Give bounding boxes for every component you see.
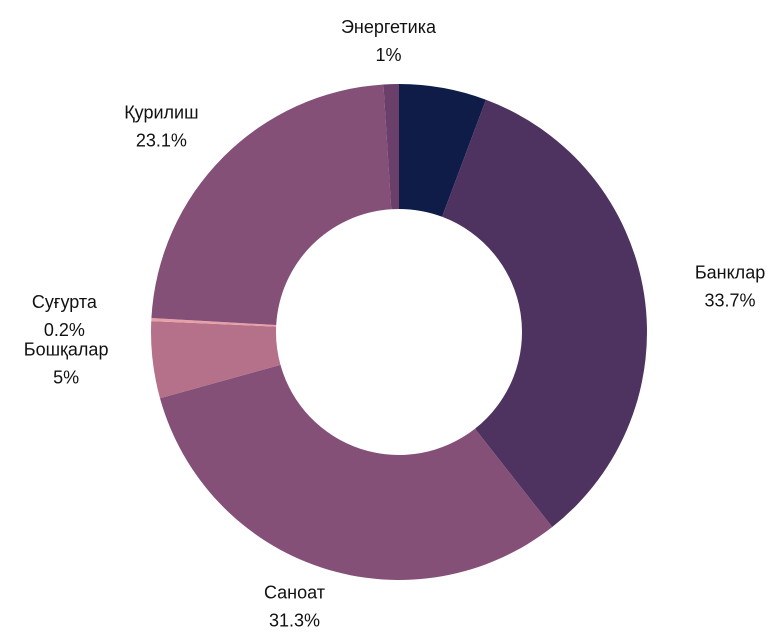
- slice-value: 33.7%: [705, 290, 756, 310]
- slice: [442, 99, 647, 527]
- slice-label: Қурилиш: [124, 102, 198, 122]
- slice-label: Банклар: [695, 262, 765, 282]
- slice-value: 5%: [53, 367, 79, 387]
- slice-value: 31.3%: [269, 610, 320, 630]
- slice-value: 0.2%: [44, 320, 85, 340]
- slice: [151, 84, 392, 326]
- slice-label: Саноат: [264, 582, 325, 602]
- slice-label: Энергетика: [341, 17, 437, 37]
- slice-label: Суғурта: [32, 292, 98, 312]
- slice: [399, 84, 486, 217]
- slice: [159, 364, 553, 580]
- slice: [151, 321, 281, 399]
- slice: [151, 317, 277, 327]
- slice: [383, 84, 399, 210]
- slice-label: Бошқалар: [24, 339, 109, 359]
- slice-value: 1%: [375, 45, 401, 65]
- slice-value: 23.1%: [136, 130, 187, 150]
